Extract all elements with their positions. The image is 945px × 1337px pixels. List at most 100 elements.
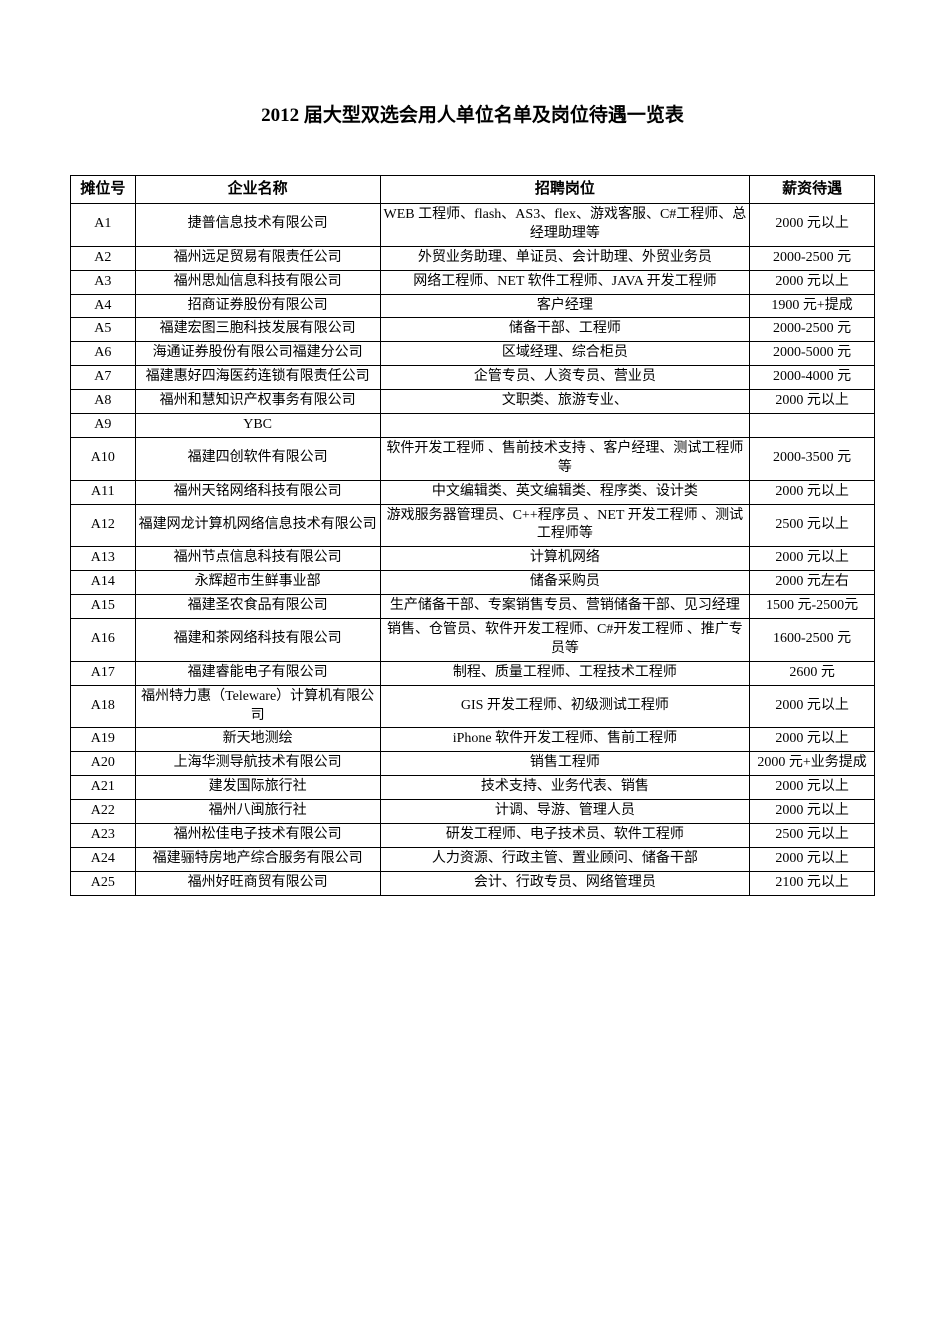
cell-position: 软件开发工程师 、售前技术支持 、客户经理、测试工程师等 [380, 437, 750, 480]
table-row: A25福州好旺商贸有限公司会计、行政专员、网络管理员2100 元以上 [71, 871, 875, 895]
col-header-booth: 摊位号 [71, 176, 136, 204]
cell-position: 网络工程师、NET 软件工程师、JAVA 开发工程师 [380, 270, 750, 294]
table-row: A23福州松佳电子技术有限公司研发工程师、电子技术员、软件工程师2500 元以上 [71, 824, 875, 848]
cell-booth: A9 [71, 414, 136, 438]
table-row: A13福州节点信息科技有限公司计算机网络2000 元以上 [71, 547, 875, 571]
cell-salary: 2000-3500 元 [750, 437, 875, 480]
cell-salary: 2000 元以上 [750, 480, 875, 504]
page-title: 2012 届大型双选会用人单位名单及岗位待遇一览表 [70, 100, 875, 127]
cell-company: 福州和慧知识产权事务有限公司 [135, 390, 380, 414]
cell-booth: A10 [71, 437, 136, 480]
cell-position: 制程、质量工程师、工程技术工程师 [380, 661, 750, 685]
cell-salary: 2000 元以上 [750, 847, 875, 871]
cell-salary: 2000 元以上 [750, 270, 875, 294]
cell-salary: 1900 元+提成 [750, 294, 875, 318]
cell-salary: 2000 元+业务提成 [750, 752, 875, 776]
cell-salary: 2000 元以上 [750, 728, 875, 752]
table-row: A1捷普信息技术有限公司WEB 工程师、flash、AS3、flex、游戏客服、… [71, 204, 875, 247]
table-row: A10福建四创软件有限公司软件开发工程师 、售前技术支持 、客户经理、测试工程师… [71, 437, 875, 480]
cell-booth: A23 [71, 824, 136, 848]
cell-position: 人力资源、行政主管、置业顾问、储备干部 [380, 847, 750, 871]
cell-salary: 2100 元以上 [750, 871, 875, 895]
cell-company: 福州松佳电子技术有限公司 [135, 824, 380, 848]
cell-salary: 2000-2500 元 [750, 246, 875, 270]
cell-company: 招商证券股份有限公司 [135, 294, 380, 318]
cell-booth: A14 [71, 571, 136, 595]
cell-salary: 2000 元以上 [750, 776, 875, 800]
table-row: A3福州思灿信息科技有限公司网络工程师、NET 软件工程师、JAVA 开发工程师… [71, 270, 875, 294]
cell-booth: A24 [71, 847, 136, 871]
table-row: A8福州和慧知识产权事务有限公司文职类、旅游专业、2000 元以上 [71, 390, 875, 414]
cell-company: YBC [135, 414, 380, 438]
cell-salary: 2000 元以上 [750, 390, 875, 414]
cell-booth: A12 [71, 504, 136, 547]
cell-company: 福州天铭网络科技有限公司 [135, 480, 380, 504]
cell-position: WEB 工程师、flash、AS3、flex、游戏客服、C#工程师、总经理助理等 [380, 204, 750, 247]
cell-company: 捷普信息技术有限公司 [135, 204, 380, 247]
cell-booth: A1 [71, 204, 136, 247]
cell-company: 福建宏图三胞科技发展有限公司 [135, 318, 380, 342]
cell-position: 计调、导游、管理人员 [380, 800, 750, 824]
cell-salary: 2000 元以上 [750, 547, 875, 571]
cell-position: 中文编辑类、英文编辑类、程序类、设计类 [380, 480, 750, 504]
cell-booth: A22 [71, 800, 136, 824]
cell-position: 会计、行政专员、网络管理员 [380, 871, 750, 895]
table-row: A9YBC [71, 414, 875, 438]
cell-salary: 2500 元以上 [750, 504, 875, 547]
table-row: A5福建宏图三胞科技发展有限公司储备干部、工程师2000-2500 元 [71, 318, 875, 342]
col-header-company: 企业名称 [135, 176, 380, 204]
cell-salary: 2000-5000 元 [750, 342, 875, 366]
cell-company: 福建圣农食品有限公司 [135, 595, 380, 619]
cell-position: 生产储备干部、专案销售专员、营销储备干部、见习经理 [380, 595, 750, 619]
cell-position: 客户经理 [380, 294, 750, 318]
cell-position: 储备采购员 [380, 571, 750, 595]
table-row: A2福州远足贸易有限责任公司外贸业务助理、单证员、会计助理、外贸业务员2000-… [71, 246, 875, 270]
table-row: A24福建骊特房地产综合服务有限公司人力资源、行政主管、置业顾问、储备干部200… [71, 847, 875, 871]
cell-position: 文职类、旅游专业、 [380, 390, 750, 414]
cell-company: 福州节点信息科技有限公司 [135, 547, 380, 571]
table-row: A21建发国际旅行社技术支持、业务代表、销售2000 元以上 [71, 776, 875, 800]
cell-company: 永辉超市生鲜事业部 [135, 571, 380, 595]
cell-company: 福建和茶网络科技有限公司 [135, 619, 380, 662]
cell-position: 储备干部、工程师 [380, 318, 750, 342]
cell-position: 外贸业务助理、单证员、会计助理、外贸业务员 [380, 246, 750, 270]
cell-company: 福州八闽旅行社 [135, 800, 380, 824]
cell-salary: 1600-2500 元 [750, 619, 875, 662]
table-header-row: 摊位号 企业名称 招聘岗位 薪资待遇 [71, 176, 875, 204]
cell-booth: A11 [71, 480, 136, 504]
cell-position: iPhone 软件开发工程师、售前工程师 [380, 728, 750, 752]
table-row: A20上海华测导航技术有限公司销售工程师2000 元+业务提成 [71, 752, 875, 776]
cell-salary [750, 414, 875, 438]
table-row: A17福建睿能电子有限公司制程、质量工程师、工程技术工程师2600 元 [71, 661, 875, 685]
cell-salary: 2600 元 [750, 661, 875, 685]
cell-booth: A15 [71, 595, 136, 619]
cell-salary: 2000-4000 元 [750, 366, 875, 390]
col-header-salary: 薪资待遇 [750, 176, 875, 204]
cell-company: 建发国际旅行社 [135, 776, 380, 800]
table-row: A12福建网龙计算机网络信息技术有限公司游戏服务器管理员、C++程序员 、NET… [71, 504, 875, 547]
cell-booth: A21 [71, 776, 136, 800]
cell-booth: A8 [71, 390, 136, 414]
cell-salary: 2000-2500 元 [750, 318, 875, 342]
cell-booth: A20 [71, 752, 136, 776]
cell-company: 福建骊特房地产综合服务有限公司 [135, 847, 380, 871]
cell-salary: 2000 元以上 [750, 685, 875, 728]
cell-booth: A7 [71, 366, 136, 390]
cell-company: 新天地测绘 [135, 728, 380, 752]
cell-booth: A4 [71, 294, 136, 318]
col-header-position: 招聘岗位 [380, 176, 750, 204]
table-row: A6海通证券股份有限公司福建分公司区域经理、综合柜员2000-5000 元 [71, 342, 875, 366]
cell-salary: 2500 元以上 [750, 824, 875, 848]
cell-company: 福建惠好四海医药连锁有限责任公司 [135, 366, 380, 390]
cell-salary: 2000 元左右 [750, 571, 875, 595]
employer-table: 摊位号 企业名称 招聘岗位 薪资待遇 A1捷普信息技术有限公司WEB 工程师、f… [70, 175, 875, 896]
cell-booth: A25 [71, 871, 136, 895]
cell-booth: A2 [71, 246, 136, 270]
cell-position: 销售、仓管员、软件开发工程师、C#开发工程师 、推广专员等 [380, 619, 750, 662]
cell-salary: 1500 元-2500元 [750, 595, 875, 619]
table-row: A11福州天铭网络科技有限公司中文编辑类、英文编辑类、程序类、设计类2000 元… [71, 480, 875, 504]
table-row: A18福州特力惠（Teleware）计算机有限公司GIS 开发工程师、初级测试工… [71, 685, 875, 728]
cell-position: 区域经理、综合柜员 [380, 342, 750, 366]
table-row: A22福州八闽旅行社计调、导游、管理人员2000 元以上 [71, 800, 875, 824]
cell-position: 企管专员、人资专员、营业员 [380, 366, 750, 390]
